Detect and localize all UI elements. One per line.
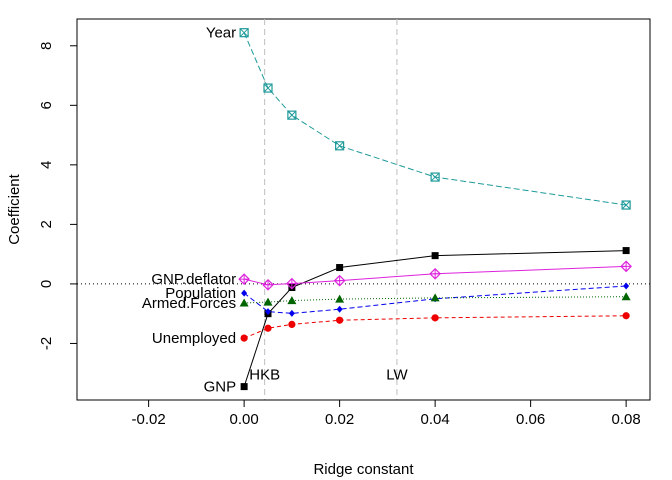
series-lines <box>243 32 627 387</box>
marker-population-0 <box>241 289 248 297</box>
y-axis-label: Coefficient <box>6 173 23 244</box>
x-axis: -0.02 0.00 0.02 0.04 0.06 0.08 <box>132 399 641 428</box>
y-axis: -2 0 2 4 6 8 <box>38 42 78 350</box>
series-label-gnp: GNP <box>204 379 237 396</box>
marker-year-4 <box>430 172 440 182</box>
marker-year-3 <box>335 141 345 151</box>
series-label-year: Year <box>206 25 236 42</box>
marker-armed-forces-5 <box>621 292 631 301</box>
marker-armed-forces-4 <box>430 293 440 302</box>
series-line-unemployed <box>243 315 627 339</box>
x-tick-label-1: 0.00 <box>230 411 259 428</box>
marker-gnp-deflator-0 <box>238 273 250 286</box>
marker-population-2 <box>288 309 295 317</box>
marker-gnp-3 <box>336 264 344 272</box>
marker-unemployed-4 <box>431 314 439 322</box>
marker-unemployed-1 <box>264 324 272 332</box>
marker-year-1 <box>263 83 273 93</box>
x-tick-label-0: -0.02 <box>132 411 166 428</box>
marker-armed-forces-2 <box>287 296 297 305</box>
marker-gnp-deflator-5 <box>620 260 632 273</box>
x-tick-label-5: 0.08 <box>612 411 641 428</box>
y-tick-label-1: 0 <box>38 280 55 288</box>
y-tick-label-2: 2 <box>38 220 55 228</box>
marker-armed-forces-0 <box>239 298 249 307</box>
x-tick-label-3: 0.04 <box>421 411 450 428</box>
marker-year-2 <box>287 110 297 120</box>
marker-population-5 <box>623 282 630 290</box>
marker-gnp-deflator-4 <box>429 267 441 280</box>
marker-unemployed-2 <box>288 320 296 328</box>
marker-gnp-4 <box>431 252 439 260</box>
y-tick-label-4: 6 <box>38 101 55 109</box>
marker-gnp-5 <box>622 247 630 255</box>
marker-armed-forces-3 <box>335 294 345 303</box>
y-tick-label-0: -2 <box>38 337 55 350</box>
series-label-armed-forces: Armed.Forces <box>142 295 236 312</box>
marker-gnp-deflator-3 <box>333 274 346 287</box>
series-line-year <box>243 32 627 206</box>
marker-unemployed-5 <box>622 312 630 320</box>
marker-year-0 <box>239 28 249 38</box>
x-tick-label-4: 0.06 <box>516 411 545 428</box>
marker-gnp-0 <box>240 383 248 391</box>
series-label-population: Population <box>165 285 236 302</box>
marker-gnp-deflator-1 <box>262 278 274 291</box>
x-tick-label-2: 0.02 <box>325 411 354 428</box>
x-axis-label: Ridge constant <box>313 461 414 478</box>
reference-line-labels: HKB LW <box>249 367 408 384</box>
marker-armed-forces-1 <box>263 297 273 306</box>
marker-population-3 <box>336 305 343 313</box>
series-label-unemployed: Unemployed <box>152 330 236 347</box>
marker-unemployed-3 <box>336 316 344 324</box>
y-tick-label-5: 8 <box>38 42 55 50</box>
series-line-population <box>243 285 627 314</box>
series-labels: Year GNP GNP.deflatorPopulationArmed.Force… <box>142 25 236 396</box>
y-tick-label-3: 4 <box>38 161 55 169</box>
reference-lines <box>264 19 398 400</box>
series-markers <box>238 28 632 391</box>
series-label-gnp-deflator: GNP.deflator <box>151 271 236 288</box>
marker-population-1 <box>265 308 271 316</box>
series-line-armed-forces <box>244 296 627 304</box>
series-line-gnp <box>243 250 627 387</box>
marker-year-5 <box>621 200 631 210</box>
ref-label-hkb: HKB <box>249 367 280 384</box>
marker-gnp-deflator-2 <box>286 277 298 290</box>
marker-unemployed-0 <box>240 334 248 342</box>
ref-label-lw: LW <box>386 367 408 384</box>
